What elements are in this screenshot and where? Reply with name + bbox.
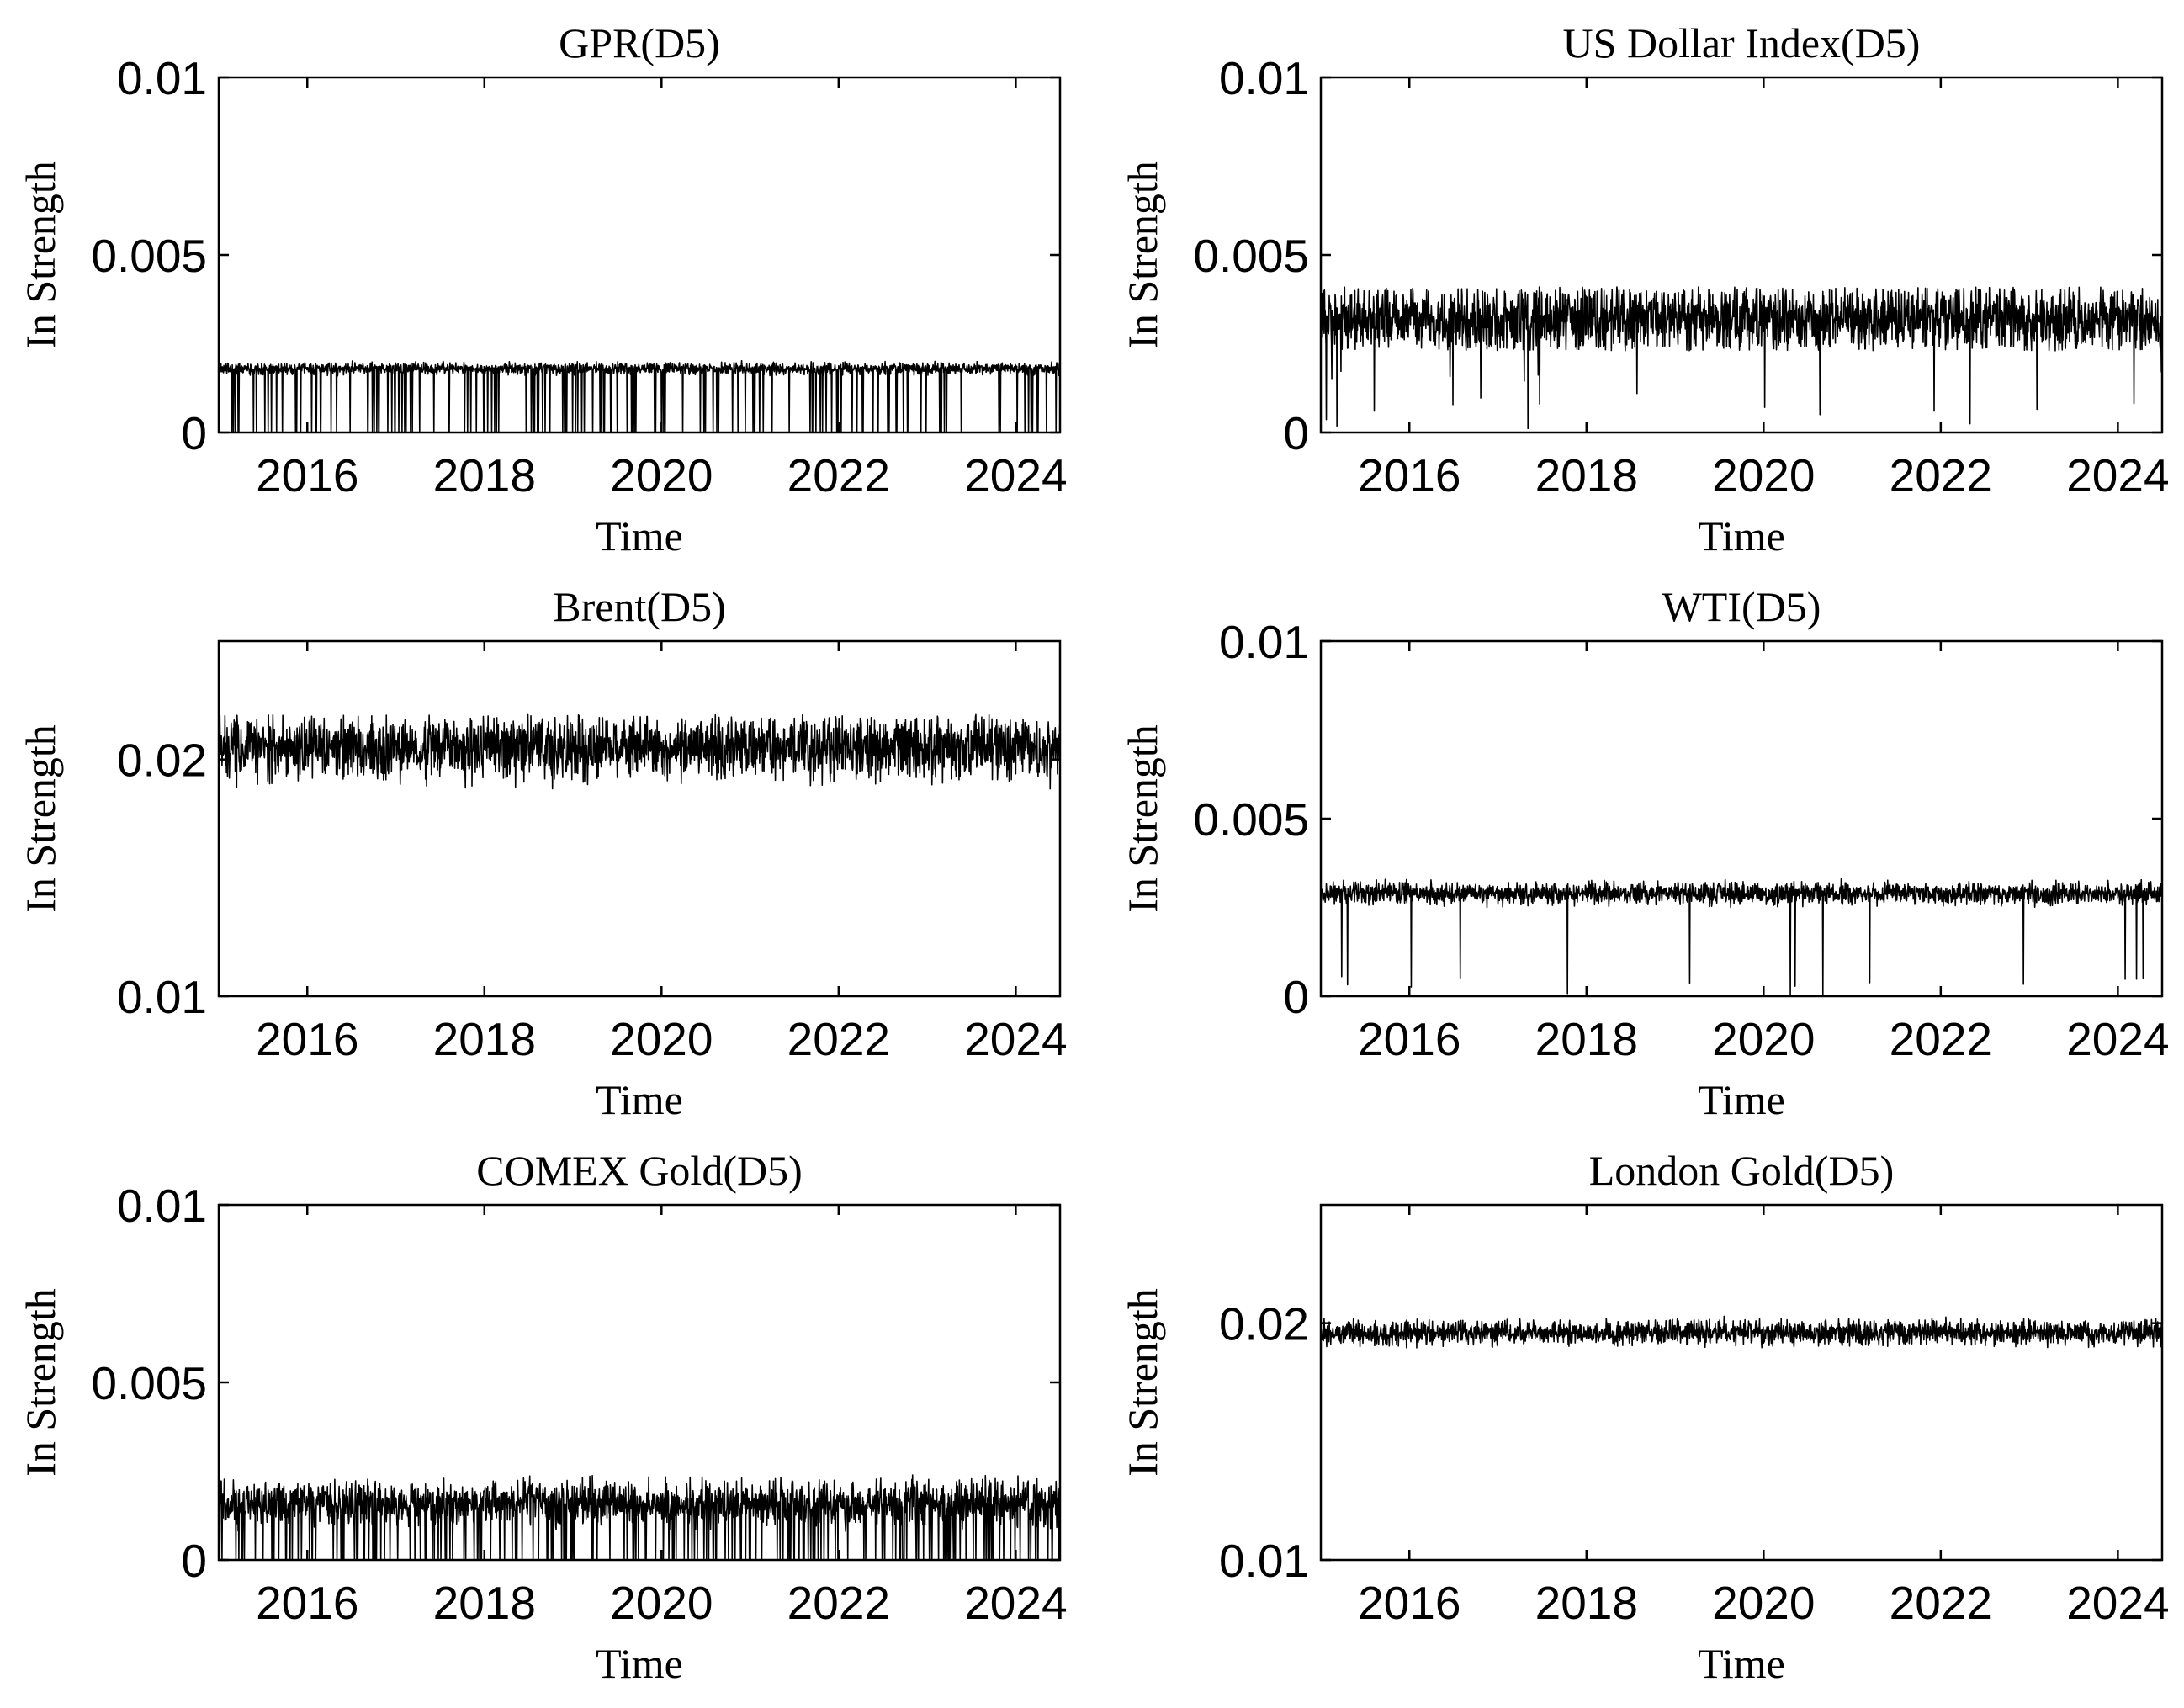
x-tick-label: 2020 xyxy=(610,1013,713,1065)
y-tick-label: 0.005 xyxy=(91,230,207,282)
series-line-2-1 xyxy=(1320,286,2163,430)
subplot-4: 2016 2018 2020 2022 2024 0 0.005 0.01 WTI(D5) Tim… xyxy=(1119,583,2170,1123)
series-line-6-1 xyxy=(1320,1315,2163,1349)
plot-frame xyxy=(217,639,1062,998)
series-line-4-1 xyxy=(1320,878,2163,996)
series-line-1-1 xyxy=(218,359,1061,433)
x-tick-label: 2024 xyxy=(2066,1013,2169,1065)
x-tick-label: 2020 xyxy=(1712,449,1815,501)
y-tick-label: 0.01 xyxy=(1219,1535,1309,1587)
x-tick-label: 2018 xyxy=(433,1577,536,1629)
x-axis-label: Time xyxy=(1698,1076,1785,1123)
x-axis-label: Time xyxy=(1698,1640,1785,1687)
y-axis-label: In Strength xyxy=(17,161,64,349)
y-tick-label: 0 xyxy=(181,407,207,459)
x-tick-label: 2024 xyxy=(964,1013,1067,1065)
chart-title: WTI(D5) xyxy=(1662,583,1821,630)
subplot-5: 2016 2018 2020 2022 2024 0 0.005 0.01 COMEX Gold… xyxy=(17,1147,1068,1687)
y-axis-label: In Strength xyxy=(1119,1288,1166,1477)
x-tick-label: 2020 xyxy=(610,1577,713,1629)
series-line-3-1 xyxy=(218,713,1061,790)
subplot-6: 2016 2018 2020 2022 2024 0.01 0.02 London Gold(… xyxy=(1119,1147,2170,1687)
subplot-2: 2016 2018 2020 2022 2024 0 0.005 0.01 US Dollar … xyxy=(1119,19,2170,560)
x-tick-label: 2024 xyxy=(2066,1577,2169,1629)
y-tick-label: 0.005 xyxy=(91,1357,207,1409)
x-axis-label: Time xyxy=(1698,512,1785,560)
x-tick-label: 2024 xyxy=(964,449,1067,501)
x-tick-label: 2018 xyxy=(1535,1577,1638,1629)
x-tick-label: 2018 xyxy=(1535,1013,1638,1065)
y-tick-label: 0.01 xyxy=(1219,616,1309,668)
x-tick-label: 2020 xyxy=(610,449,713,501)
series-line-5-1 xyxy=(218,1474,1061,1561)
y-axis-label: In Strength xyxy=(17,724,64,913)
y-tick-label: 0.01 xyxy=(117,52,207,104)
x-tick-label: 2022 xyxy=(1890,1013,1992,1065)
x-tick-label: 2018 xyxy=(1535,449,1638,501)
x-axis-label: Time xyxy=(596,1076,683,1123)
x-tick-label: 2020 xyxy=(1712,1577,1815,1629)
x-axis-label: Time xyxy=(596,512,683,560)
y-tick-label: 0 xyxy=(1283,971,1309,1023)
x-tick-label: 2022 xyxy=(1890,449,1992,501)
plot-frame xyxy=(1319,1203,2164,1562)
x-tick-label: 2022 xyxy=(1890,1577,1992,1629)
x-tick-label: 2022 xyxy=(787,1013,890,1065)
chart-title: COMEX Gold(D5) xyxy=(476,1147,802,1194)
chart-title: Brent(D5) xyxy=(553,583,726,630)
y-tick-label: 0.02 xyxy=(1219,1298,1309,1350)
x-tick-label: 2024 xyxy=(964,1577,1067,1629)
y-tick-label: 0.01 xyxy=(117,971,207,1023)
x-tick-label: 2022 xyxy=(787,449,890,501)
y-tick-label: 0.005 xyxy=(1193,793,1309,846)
x-tick-label: 2016 xyxy=(256,449,358,501)
subplot-1: 2016 2018 2020 2022 2024 0 0.005 0.01 GPR(D5) Tim… xyxy=(17,19,1068,560)
chart-title: GPR(D5) xyxy=(559,19,720,66)
x-tick-label: 2016 xyxy=(256,1577,358,1629)
y-tick-label: 0.01 xyxy=(117,1180,207,1232)
y-axis-label: In Strength xyxy=(1119,724,1166,913)
x-tick-label: 2016 xyxy=(1358,1013,1460,1065)
x-tick-label: 2024 xyxy=(2066,449,2169,501)
y-tick-label: 0.005 xyxy=(1193,230,1309,282)
x-tick-label: 2016 xyxy=(256,1013,358,1065)
y-axis-label: In Strength xyxy=(17,1288,64,1477)
y-tick-label: 0.01 xyxy=(1219,52,1309,104)
x-axis-label: Time xyxy=(596,1640,683,1687)
y-tick-label: 0 xyxy=(1283,407,1309,459)
chart-title: US Dollar Index(D5) xyxy=(1563,19,1921,66)
plot-frame xyxy=(1319,639,2164,998)
x-tick-label: 2016 xyxy=(1358,449,1460,501)
subplot-3: 2016 2018 2020 2022 2024 0.01 0.02 Brent(D5) Tim… xyxy=(17,583,1068,1123)
x-tick-label: 2018 xyxy=(433,449,536,501)
x-tick-label: 2016 xyxy=(1358,1577,1460,1629)
chart-title: London Gold(D5) xyxy=(1589,1147,1894,1194)
plot-frame xyxy=(1319,76,2164,434)
x-tick-label: 2020 xyxy=(1712,1013,1815,1065)
y-axis-label: In Strength xyxy=(1119,161,1166,349)
x-tick-label: 2018 xyxy=(433,1013,536,1065)
y-tick-label: 0 xyxy=(181,1535,207,1587)
y-tick-label: 0.02 xyxy=(117,735,207,787)
x-tick-label: 2022 xyxy=(787,1577,890,1629)
plot-frame xyxy=(217,76,1062,434)
